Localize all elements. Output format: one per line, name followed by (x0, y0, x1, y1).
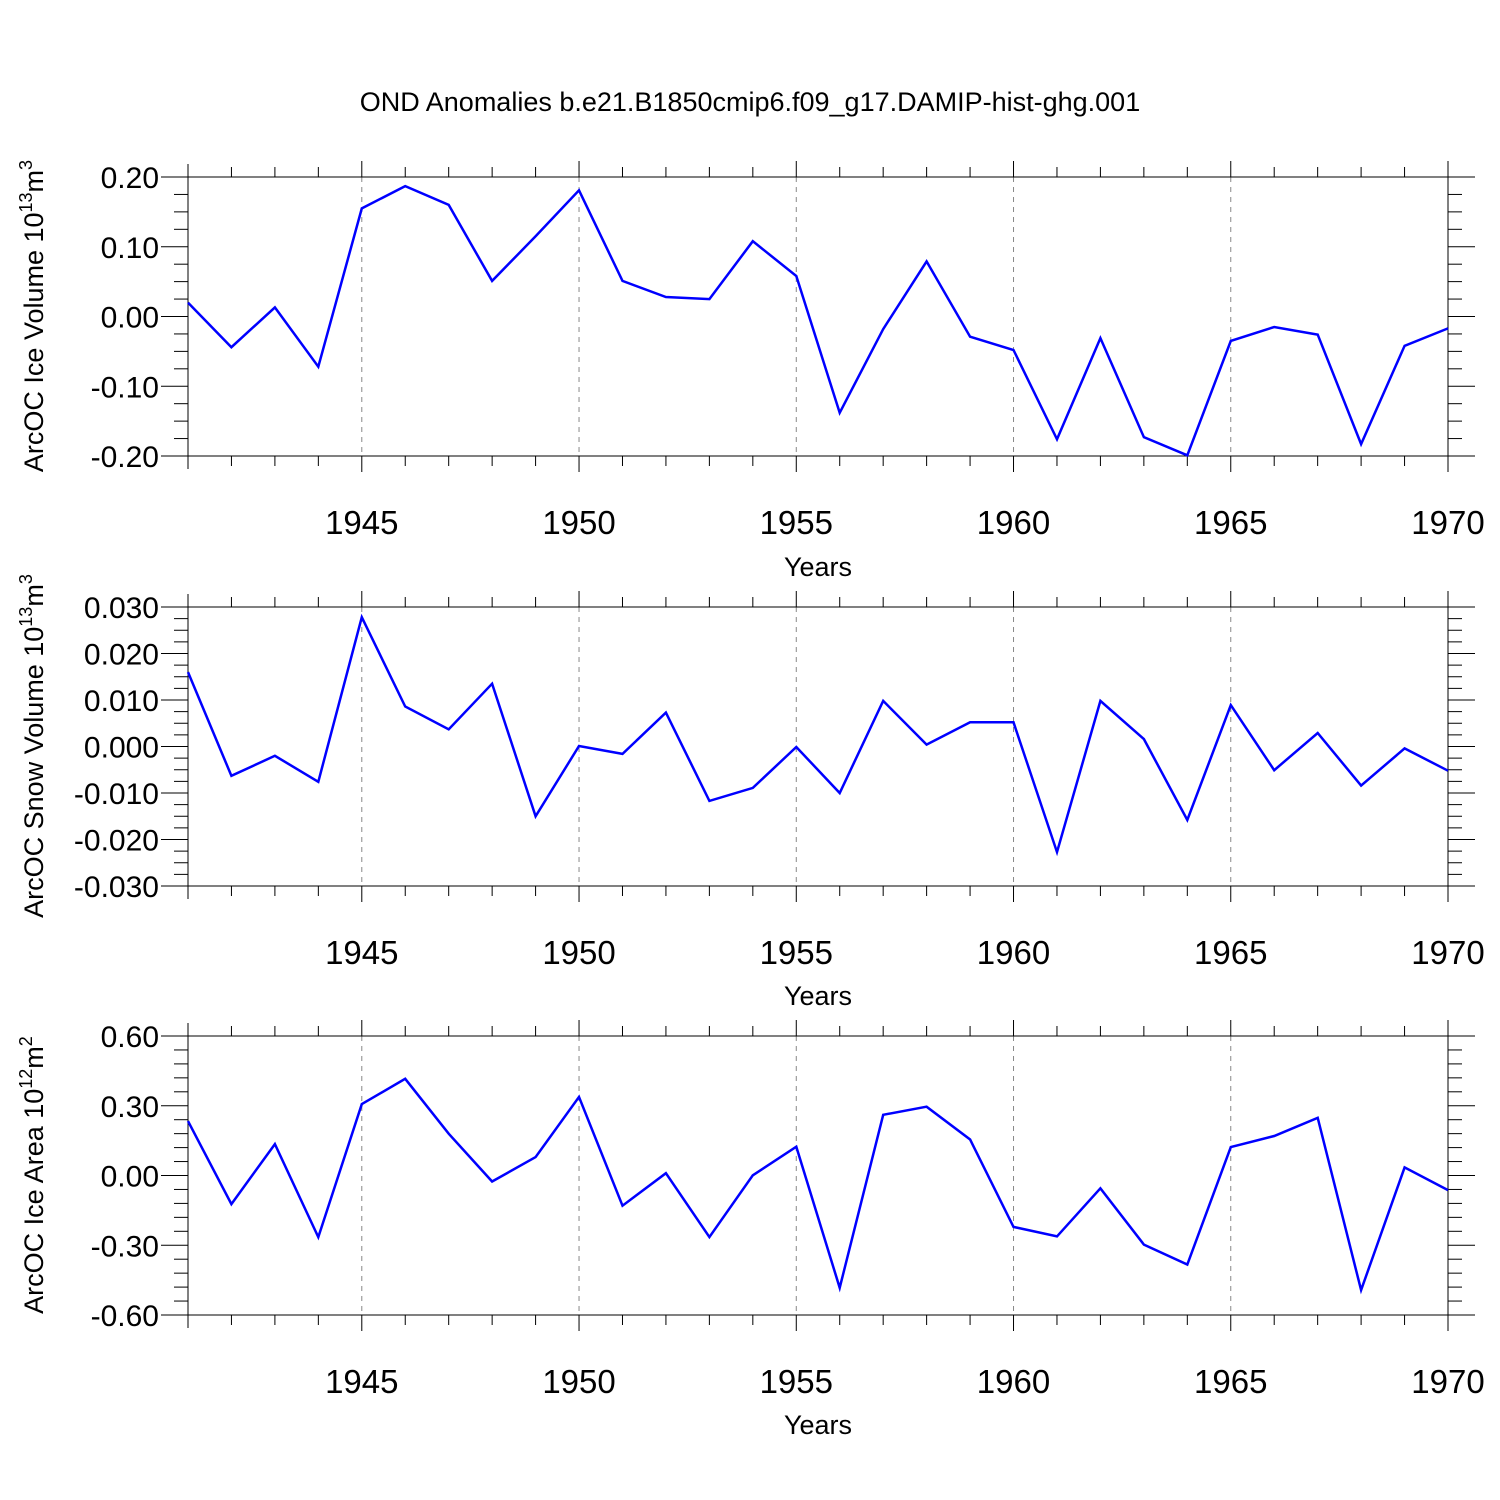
ylabel-main: ArcOC Snow Volume 10 (19, 627, 49, 918)
y-tick-label: 0.00 (101, 302, 159, 335)
x-tick-label: 1950 (542, 504, 615, 541)
panel-snow-volume: ArcOC Snow Volume 1013m3 Years 1945 1950 1… (16, 574, 1485, 1011)
x-tick-label: 1965 (1194, 504, 1267, 541)
y-tick-label: 0.00 (101, 1161, 159, 1194)
series-line (186, 613, 1449, 857)
panel-ice-area: ArcOC Ice Area 1012m2 Years 1945 1950 1955… (16, 1020, 1485, 1440)
x-tick-label: 1945 (325, 504, 398, 541)
x-tick-label: 1950 (542, 934, 615, 971)
x-tick-label: 1960 (977, 1363, 1050, 1400)
series-line (186, 1077, 1449, 1295)
x-tick-label: 1970 (1411, 1363, 1484, 1400)
ylabel-exponent: 12 (16, 1069, 36, 1089)
ylabel-unit: m (19, 170, 49, 193)
ylabel-main: ArcOC Ice Area 10 (19, 1089, 49, 1314)
y-tick-label: 0.030 (84, 592, 159, 625)
x-tick-label: 1955 (760, 934, 833, 971)
panel-ice-volume: ArcOC Ice Volume 1013m3 Years 1945 1950 19… (16, 160, 1485, 582)
y-tick-label: 0.010 (84, 685, 159, 718)
y-tick-label: 0.20 (101, 162, 159, 195)
y-tick-label: -0.020 (74, 825, 159, 858)
y-tick-label: -0.60 (91, 1300, 159, 1333)
ylabel-main: ArcOC Ice Volume 10 (19, 212, 49, 472)
y-axis-label-snow-volume: ArcOC Snow Volume 1013m3 (16, 574, 49, 918)
ylabel-unit-exponent: 3 (16, 574, 36, 584)
ylabel-unit-exponent: 3 (16, 160, 36, 170)
x-axis-label-ice-area: Years (784, 1410, 852, 1440)
ylabel-exponent: 13 (16, 607, 36, 627)
y-tick-label: 0.10 (101, 232, 159, 265)
x-tick-label: 1945 (325, 1363, 398, 1400)
y-tick-label: 0.30 (101, 1091, 159, 1124)
x-tick-label: 1960 (977, 504, 1050, 541)
x-tick-label: 1955 (760, 1363, 833, 1400)
ylabel-unit: m (19, 1046, 49, 1069)
y-tick-label: -0.10 (91, 371, 159, 404)
x-tick-label: 1970 (1411, 504, 1484, 541)
y-axis-label-ice-volume: ArcOC Ice Volume 1013m3 (16, 160, 49, 472)
x-tick-label: 1970 (1411, 934, 1484, 971)
y-tick-label: -0.30 (91, 1230, 159, 1263)
x-axis-label-snow-volume: Years (784, 981, 852, 1011)
x-tick-label: 1965 (1194, 934, 1267, 971)
y-tick-label: -0.010 (74, 778, 159, 811)
y-tick-label: 0.000 (84, 732, 159, 765)
ylabel-unit-exponent: 2 (16, 1036, 36, 1046)
figure-title: OND Anomalies b.e21.B1850cmip6.f09_g17.D… (360, 87, 1140, 117)
y-tick-label: 0.020 (84, 639, 159, 672)
y-tick-label: 0.60 (101, 1021, 159, 1054)
x-tick-label: 1950 (542, 1363, 615, 1400)
x-tick-label: 1965 (1194, 1363, 1267, 1400)
y-tick-label: -0.030 (74, 871, 159, 904)
y-tick-label: -0.20 (91, 441, 159, 474)
ylabel-unit: m (19, 584, 49, 607)
ylabel-exponent: 13 (16, 192, 36, 212)
y-axis-label-ice-area: ArcOC Ice Area 1012m2 (16, 1036, 49, 1314)
x-tick-label: 1955 (760, 504, 833, 541)
x-axis-label-ice-volume: Years (784, 552, 852, 582)
series-line (187, 184, 1449, 457)
x-tick-label: 1945 (325, 934, 398, 971)
x-tick-label: 1960 (977, 934, 1050, 971)
